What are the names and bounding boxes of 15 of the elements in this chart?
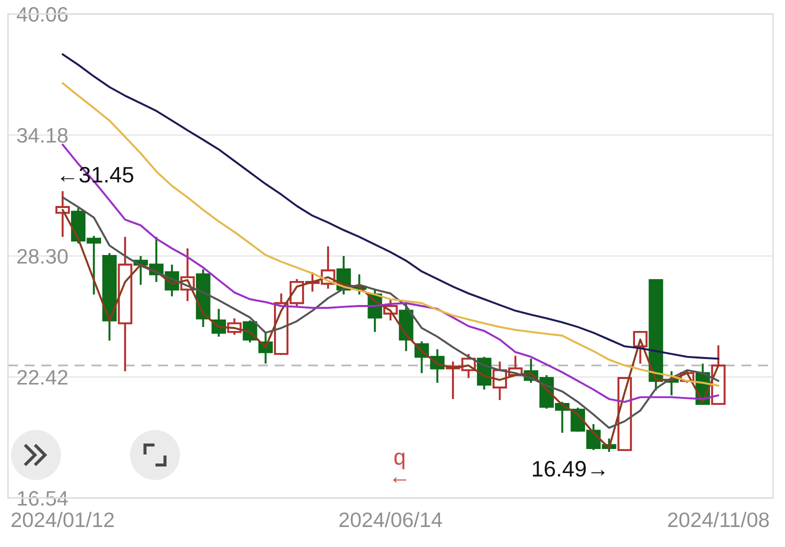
y-tick-label: 34.18 [17,128,68,143]
candlestick [55,190,70,238]
y-tick-label: 22.42 [17,370,68,385]
candlestick [633,330,648,365]
annotation: 16.49→ [532,460,605,477]
candlestick [102,252,117,342]
candlestick [118,236,132,372]
y-tick-label: 28.30 [17,249,68,264]
x-tick-label: 2024/06/14 [339,512,442,528]
x-tick-label: 2024/11/08 [668,512,769,528]
x-tick-label: 2024/01/12 [12,512,114,528]
candlestick [227,317,242,336]
candlestick [617,377,632,452]
candlestick [180,247,195,302]
annotation: q ← [393,452,406,483]
